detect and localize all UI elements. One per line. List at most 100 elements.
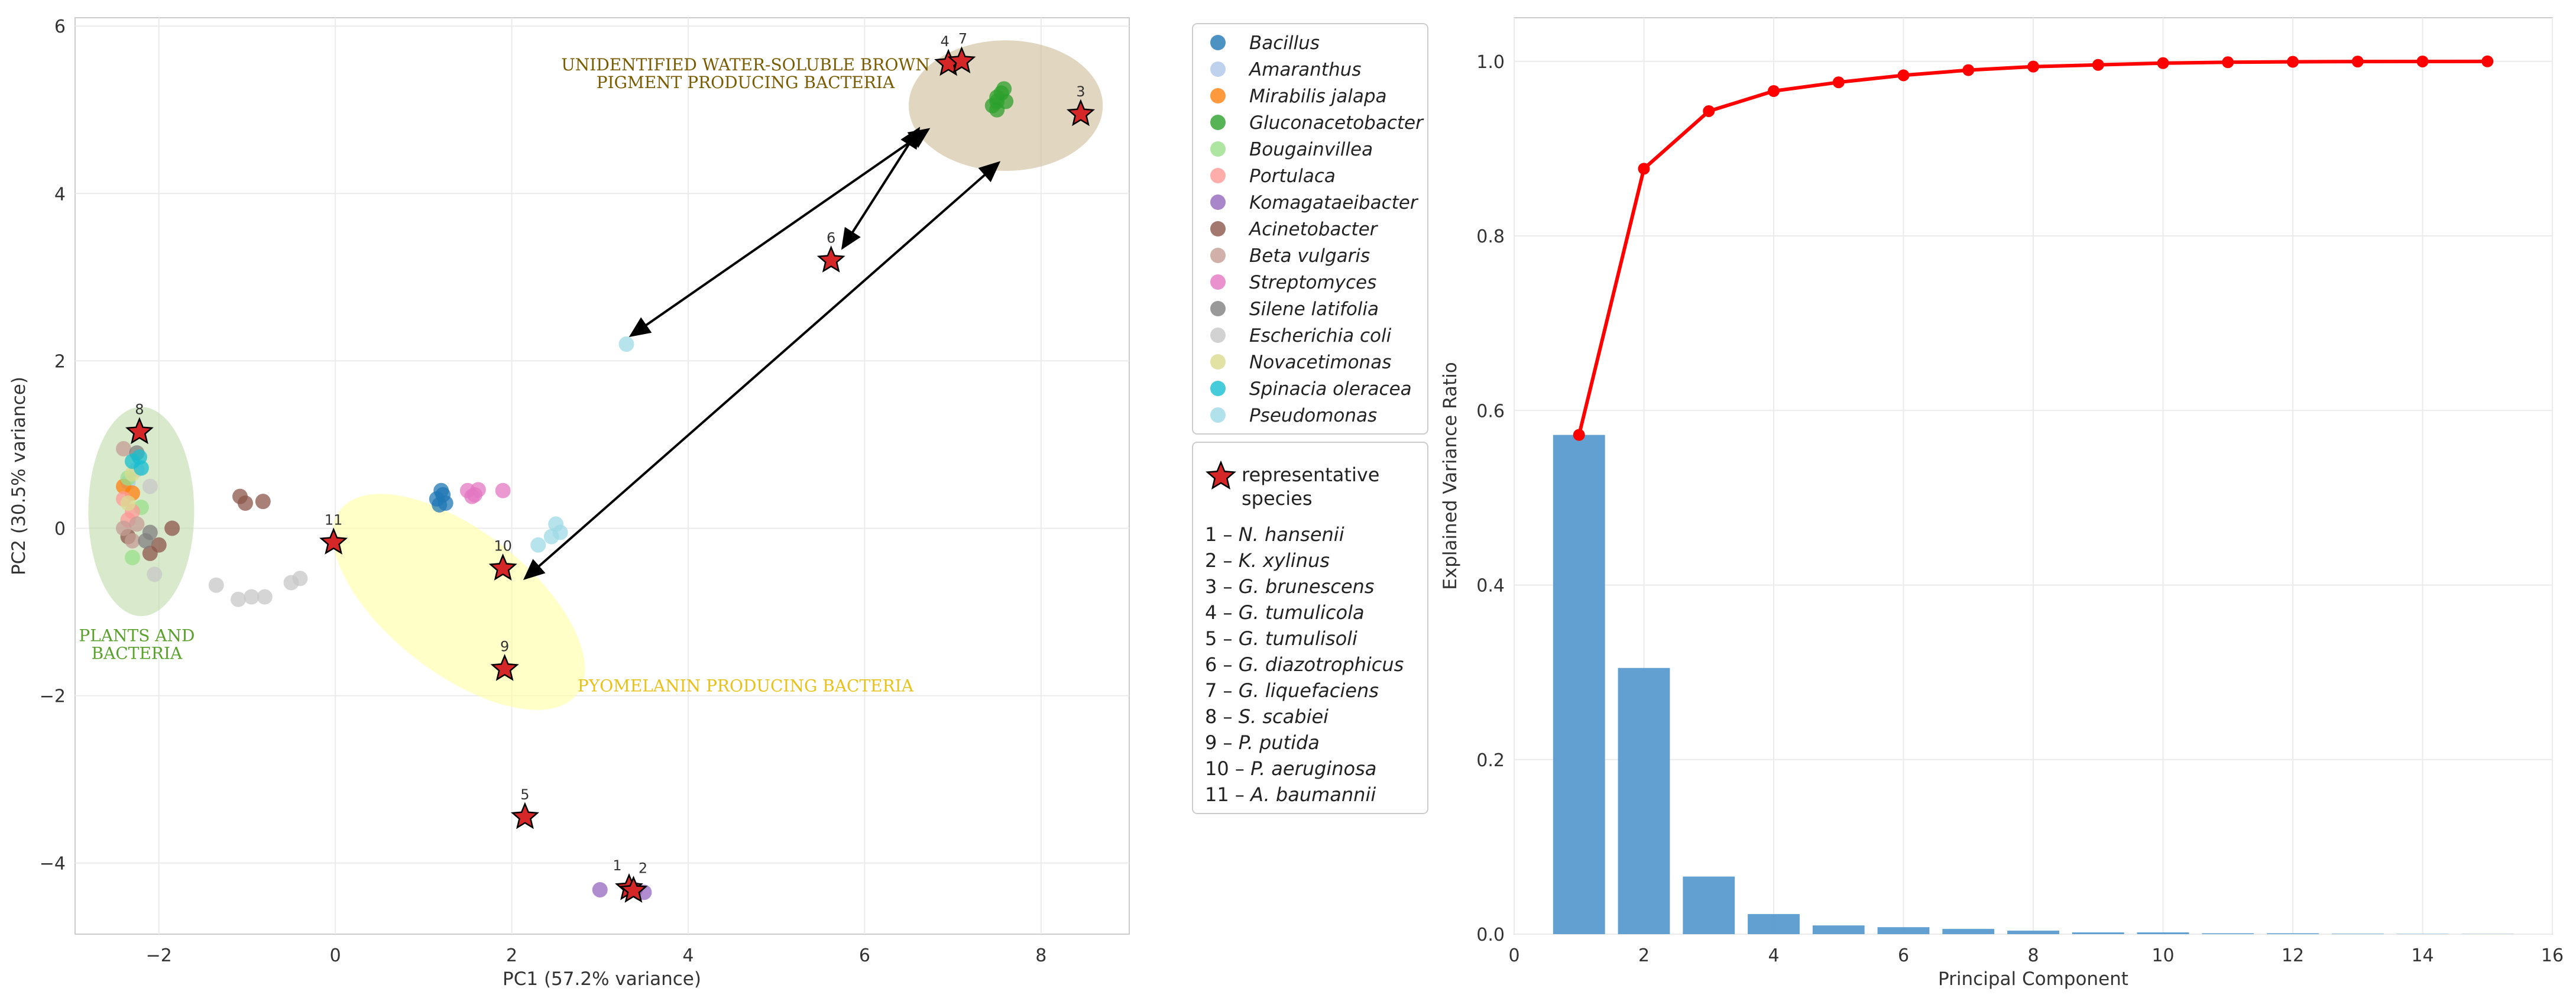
representative-name: K. xylinus [1239, 549, 1330, 572]
variance-y-tick-label: 0.2 [1476, 750, 1505, 771]
scatter-point [129, 516, 145, 532]
scatter-point [116, 440, 132, 456]
legend-label: Pseudomonas [1249, 405, 1377, 426]
scatter-x-tick-label: 0 [330, 945, 341, 966]
region-ellipse [332, 494, 585, 710]
variance-x-tick-label: 10 [2151, 945, 2174, 966]
cumulative-point [1832, 76, 1845, 89]
representative-number: 7 [958, 31, 967, 47]
representative-id: 5 – [1205, 627, 1239, 650]
legend-label: Spinacia oleracea [1249, 378, 1412, 400]
legend-label: Komagataeibacter [1249, 192, 1419, 213]
scatter-y-tick-label: −4 [40, 854, 66, 874]
representative-list-entry: 1 – N. hansenii [1205, 523, 1344, 546]
scatter-x-tick-label: 4 [682, 945, 694, 966]
species-legend: Bacillus Amaranthus Mirabilis jalapa Glucon… [1192, 23, 1428, 435]
representative-number: 11 [325, 512, 343, 529]
scatter-point [552, 524, 568, 540]
representative-number: 5 [520, 786, 529, 803]
cumulative-point [2351, 56, 2364, 68]
variance-y-tick-label: 0.4 [1476, 576, 1505, 597]
representative-id: 10 – [1205, 757, 1250, 780]
legend-marker [1210, 274, 1226, 290]
scatter-point [592, 882, 608, 897]
scatter-point [996, 81, 1012, 97]
representative-list-entry: 6 – G. diazotrophicus [1205, 653, 1404, 676]
legend-label: Beta vulgaris [1249, 245, 1370, 267]
scatter-y-tick-label: 6 [54, 17, 66, 37]
scatter-point [124, 550, 140, 566]
scatter-point [151, 537, 167, 553]
cumulative-point [1573, 429, 1585, 441]
representative-id: 2 – [1205, 549, 1239, 572]
legend-marker [1210, 168, 1226, 183]
variance-bar [1748, 914, 1800, 934]
variance-bar [1618, 668, 1670, 934]
cumulative-line [1573, 55, 2494, 441]
scatter-point [116, 520, 132, 536]
scatter-y-tick-label: 0 [54, 519, 66, 539]
variance-bar [1877, 927, 1930, 934]
representative-id: 3 – [1205, 575, 1239, 598]
cumulative-point [2222, 56, 2234, 69]
representative-star [488, 553, 517, 581]
variance-bar [1942, 929, 1995, 934]
representative-number: 3 [1076, 83, 1085, 100]
variance-chart: 0 2 4 6 8 10 12 14 16 0.0 0.2 0.4 0.6 0.8 1.0 Principa… [1440, 17, 2564, 990]
scatter-y-tick-label: 4 [54, 184, 66, 205]
species-legend-box [1192, 23, 1428, 435]
scatter-y-label: PC2 (30.5% variance) [8, 377, 30, 575]
legend-label: Portulaca [1249, 166, 1336, 187]
variance-x-tick-label: 12 [2282, 945, 2304, 966]
representative-list-entry: 5 – G. tumulisoli [1205, 627, 1357, 650]
cumulative-point [1962, 64, 1975, 76]
scatter-point [495, 482, 511, 498]
region-label: PLANTS AND [79, 626, 195, 646]
variance-x-tick-label: 14 [2411, 945, 2434, 966]
variance-bars [1553, 435, 2514, 934]
variance-bar [1553, 435, 1605, 934]
scatter-point [530, 537, 546, 553]
scatter-point [147, 566, 163, 582]
scatter-point [244, 589, 260, 605]
representative-list-entry: 2 – K. xylinus [1205, 549, 1330, 572]
representative-stars: 1 2 3 4 5 6 7 8 9 10 11 [125, 31, 1096, 903]
legend-marker [1210, 328, 1226, 343]
variance-x-label: Principal Component [1938, 968, 2128, 990]
representative-id: 9 – [1205, 731, 1239, 754]
legend-star-label-line: representative [1242, 464, 1379, 486]
legend-marker [1210, 248, 1226, 263]
representative-name: G. liquefaciens [1239, 679, 1379, 702]
legend-label: Amaranthus [1248, 59, 1361, 80]
scatter-x-tick-label: 8 [1035, 945, 1046, 966]
representative-number: 10 [494, 537, 512, 554]
region-label: UNIDENTIFIED WATER-SOLUBLE BROWN [561, 55, 930, 74]
variance-x-tick-label: 2 [1638, 945, 1650, 966]
scatter-point [618, 336, 634, 352]
representative-legend-box [1192, 442, 1428, 814]
representative-list-entry: 3 – G. brunescens [1205, 575, 1374, 598]
representative-list-entry: 8 – S. scabiei [1205, 705, 1328, 728]
scatter-point [142, 524, 158, 540]
variance-x-tick-label: 8 [2027, 945, 2039, 966]
legend-marker [1210, 115, 1226, 130]
representative-name: A. baumannii [1249, 783, 1376, 806]
scatter-point [464, 488, 480, 504]
variance-ticks: 0 2 4 6 8 10 12 14 16 0.0 0.2 0.4 0.6 0.8 1.0 [1476, 52, 2564, 966]
representative-name: S. scabiei [1239, 705, 1328, 728]
scatter-point [208, 577, 224, 593]
scatter-point [120, 495, 136, 511]
legend-label: Silene latifolia [1249, 299, 1379, 320]
cumulative-point [1897, 69, 1910, 82]
representative-number: 1 [613, 857, 621, 874]
representative-number: 9 [500, 638, 509, 654]
variance-x-tick-label: 4 [1768, 945, 1779, 966]
variance-y-tick-label: 0.6 [1476, 401, 1505, 422]
scatter-point [989, 93, 1005, 109]
legend-marker [1210, 354, 1226, 370]
representative-number: 6 [827, 230, 835, 247]
legend-marker [1210, 221, 1226, 236]
legend-marker [1210, 35, 1226, 50]
scatter-point [133, 460, 149, 476]
